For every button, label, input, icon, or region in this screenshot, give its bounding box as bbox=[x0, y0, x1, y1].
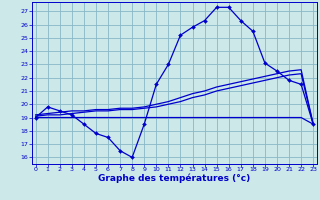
X-axis label: Graphe des températures (°c): Graphe des températures (°c) bbox=[98, 174, 251, 183]
